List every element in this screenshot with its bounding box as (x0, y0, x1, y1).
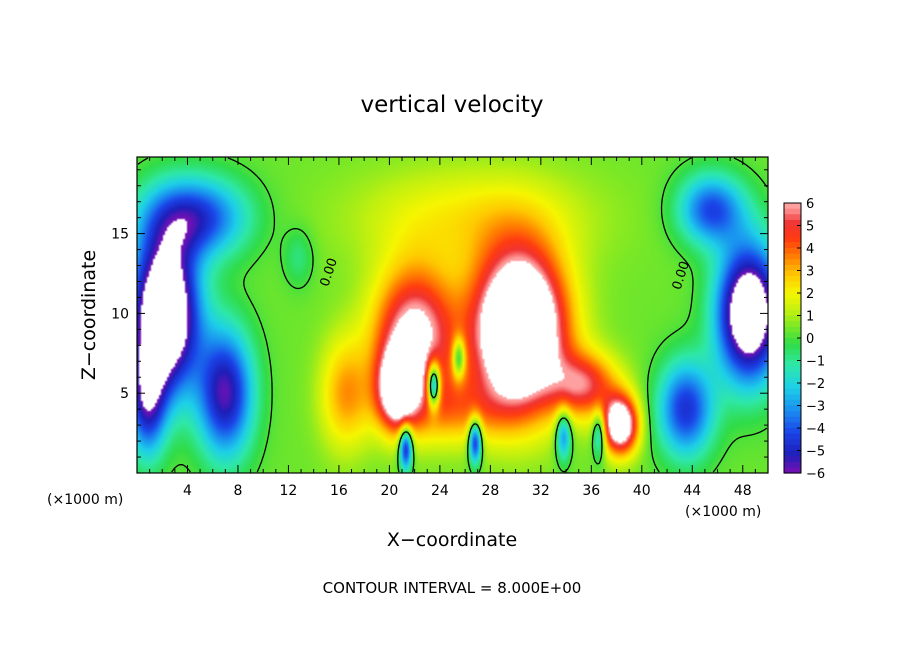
zero-contour-line (137, 157, 768, 473)
colorbar-swatch (784, 304, 801, 311)
colorbar-tick-label: −4 (806, 422, 825, 437)
colorbar-swatch (784, 461, 801, 468)
plot-area (137, 157, 768, 473)
colorbar-swatch (784, 422, 801, 429)
colorbar-swatch (784, 383, 801, 390)
colorbar-swatch (784, 315, 801, 322)
colorbar-swatch (784, 399, 801, 407)
colorbar-swatch (784, 360, 801, 367)
x-tick-label: 48 (734, 483, 752, 499)
contour-interval-note: CONTOUR INTERVAL = 8.000E+00 (323, 579, 582, 597)
x-tick-label: 44 (683, 483, 701, 499)
colorbar-swatch (784, 439, 801, 446)
colorbar-swatch (784, 253, 801, 260)
colorbar-tick-label: 0 (806, 332, 814, 347)
colorbar-swatch (784, 214, 801, 221)
colorbar-swatch (784, 456, 801, 463)
x-tick-label: 4 (183, 483, 192, 499)
colorbar-swatch (784, 208, 801, 215)
velocity-field (137, 157, 768, 473)
colorbar-swatch (784, 287, 801, 294)
colorbar-swatch (784, 332, 801, 339)
colorbar-swatch (784, 326, 801, 333)
colorbar-swatch (784, 405, 801, 412)
colorbar-tick-label: −1 (806, 355, 825, 370)
colorbar-swatch (784, 242, 801, 249)
colorbar-swatch (784, 433, 801, 440)
colorbar-swatch (784, 259, 801, 266)
chart-title: vertical velocity (361, 92, 544, 118)
colorbar-swatch (784, 411, 801, 418)
colorbar: 6 5 4 3 2 1 0 −1 −2 −3 −4 −5 −6 (783, 197, 825, 482)
colorbar-swatch (784, 219, 801, 227)
x-unit-label-left: (×1000 m) (47, 492, 123, 508)
zero-contours (137, 157, 768, 473)
colorbar-swatch (784, 225, 801, 232)
colorbar-tick-label: 6 (806, 197, 814, 212)
colorbar-swatch (784, 264, 801, 272)
colorbar-swatch (784, 248, 801, 255)
colorbar-swatch (784, 343, 801, 350)
colorbar-swatch (784, 388, 801, 395)
x-tick-label: 36 (582, 483, 600, 499)
x-tick-label: 16 (330, 483, 348, 499)
x-axis-ticks: 4 8 12 16 20 24 28 32 36 40 44 48 (149, 157, 756, 499)
colorbar-swatch (784, 444, 801, 452)
x-tick-label: 24 (431, 483, 449, 499)
colorbar-swatch (784, 354, 801, 362)
colorbar-swatch (784, 371, 801, 378)
colorbar-tick-label: 5 (806, 220, 814, 235)
colorbar-swatch (784, 416, 801, 423)
colorbar-tick-label: −6 (806, 467, 825, 482)
x-tick-label: 20 (380, 483, 398, 499)
x-tick-label: 28 (481, 483, 499, 499)
colorbar-tick-label: 1 (806, 310, 814, 325)
x-tick-label: 12 (280, 483, 298, 499)
colorbar-tick-label: −5 (806, 445, 825, 460)
colorbar-tick-label: −3 (806, 400, 825, 415)
colorbar-swatch (784, 281, 801, 288)
y-tick-label: 15 (111, 227, 129, 243)
colorbar-swatch (784, 349, 801, 356)
x-unit-label-right: (×1000 m) (685, 504, 761, 520)
x-tick-label: 32 (532, 483, 550, 499)
colorbar-swatch (784, 467, 801, 474)
colorbar-swatch (784, 394, 801, 401)
colorbar-swatch (784, 298, 801, 305)
colorbar-swatch (784, 309, 801, 317)
colorbar-swatch (784, 338, 801, 345)
y-axis-ticks: 5 10 15 (111, 169, 768, 458)
colorbar-swatch (784, 321, 801, 328)
colorbar-swatch (784, 377, 801, 384)
x-tick-label: 40 (633, 483, 651, 499)
colorbar-tick-label: −2 (806, 377, 825, 392)
y-tick-label: 10 (111, 306, 129, 322)
x-tick-label: 8 (233, 483, 242, 499)
colorbar-swatch (784, 293, 801, 300)
colorbar-swatch (784, 203, 801, 210)
y-tick-label: 5 (120, 386, 129, 402)
colorbar-swatch (784, 450, 801, 457)
colorbar-swatch (784, 231, 801, 238)
colorbar-tick-label: 4 (806, 242, 814, 257)
y-axis-label: Z−coordinate (78, 250, 100, 380)
colorbar-swatch (784, 428, 801, 435)
colorbar-tick-label: 2 (806, 287, 814, 302)
colorbar-swatch (784, 366, 801, 373)
colorbar-swatch (784, 270, 801, 277)
colorbar-swatch (784, 236, 801, 243)
colorbar-swatch (784, 276, 801, 283)
x-axis-label: X−coordinate (387, 529, 517, 551)
colorbar-tick-label: 3 (806, 265, 814, 280)
